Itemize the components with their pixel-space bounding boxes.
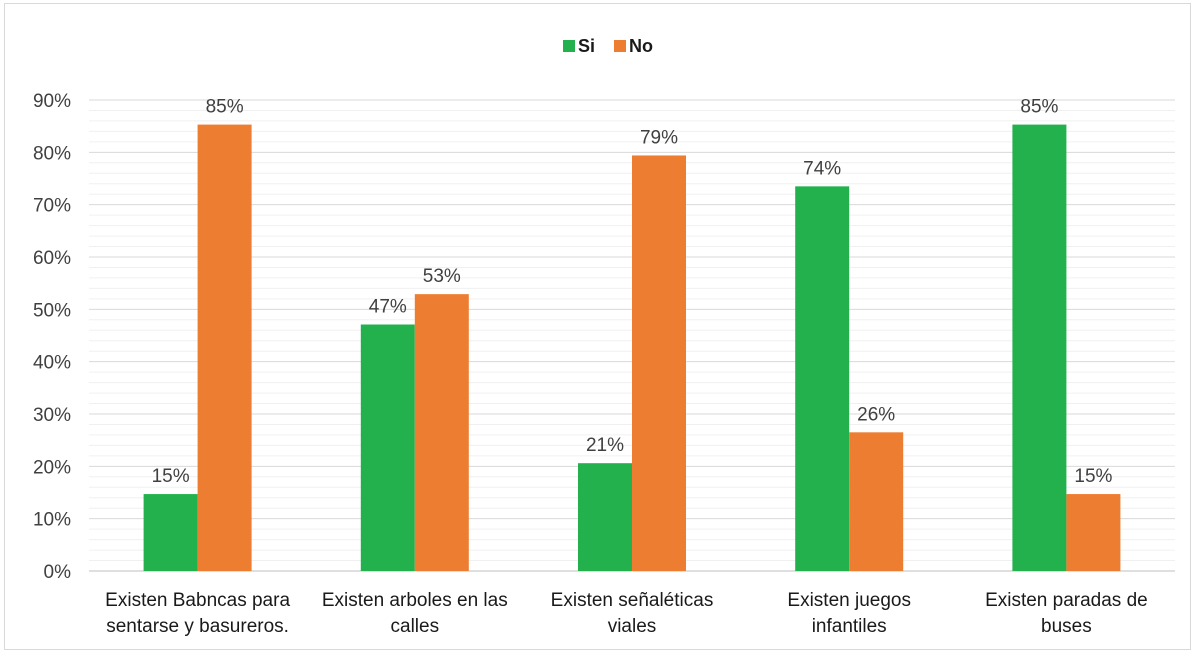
bar-chart: 0% 10% 20% 30% 40% 50% 60% 70% 80% 90% 15% 47% 21% 7… (33, 36, 1175, 637)
data-labels-layer: 15% 47% 21% 74% 85% 85% 53% 79% 26% 15% (152, 97, 1113, 487)
bar-no-3 (849, 432, 904, 571)
category-label-2: Existen señaléticas viales (551, 590, 714, 637)
y-tick-label: 20% (33, 457, 71, 478)
bar-si-0 (143, 494, 198, 571)
legend-label-no: No (629, 36, 653, 56)
data-label-si-2: 21% (586, 435, 624, 456)
category-label-4: Existen paradas de buses (985, 590, 1148, 637)
data-label-no-0: 85% (206, 97, 244, 118)
data-label-si-3: 74% (803, 158, 841, 179)
bar-no-1 (414, 294, 469, 571)
y-tick-label: 50% (33, 300, 71, 321)
bar-no-2 (632, 155, 686, 571)
legend: Si No (563, 36, 653, 56)
category-label-3: Existen juegos infantiles (787, 590, 911, 637)
data-label-no-1: 53% (423, 266, 461, 287)
data-label-si-4: 85% (1020, 97, 1058, 118)
x-axis: Existen Babncas para sentarse y basureros… (105, 590, 1148, 637)
y-axis: 0% 10% 20% 30% 40% 50% 60% 70% 80% 90% (33, 91, 71, 583)
category-label-1: Existen arboles en las calles (322, 590, 508, 637)
data-label-no-2: 79% (640, 127, 678, 148)
y-tick-label: 0% (44, 562, 72, 583)
y-tick-label: 70% (33, 196, 71, 217)
bar-no-4 (1066, 494, 1121, 571)
y-tick-label: 40% (33, 353, 71, 374)
bar-si-2 (578, 463, 632, 571)
legend-label-si: Si (578, 36, 595, 56)
category-label-0: Existen Babncas para sentarse y basureros… (105, 590, 290, 637)
data-label-no-4: 15% (1074, 466, 1112, 487)
data-label-si-1: 47% (369, 297, 407, 318)
bar-si-1 (360, 324, 415, 571)
data-label-si-0: 15% (152, 466, 190, 487)
y-tick-label: 10% (33, 510, 71, 531)
legend-swatch-si (563, 40, 575, 52)
y-tick-label: 80% (33, 143, 71, 164)
chart-frame: 0% 10% 20% 30% 40% 50% 60% 70% 80% 90% 15% 47% 21% 7… (4, 3, 1191, 650)
bar-si-4 (1012, 124, 1067, 571)
data-label-no-3: 26% (857, 404, 895, 425)
legend-swatch-no (614, 40, 626, 52)
y-tick-label: 60% (33, 248, 71, 269)
bars-layer (143, 124, 1121, 571)
bar-si-3 (795, 186, 850, 571)
bar-no-0 (197, 124, 252, 571)
y-tick-label: 30% (33, 405, 71, 426)
y-tick-label: 90% (33, 91, 71, 112)
